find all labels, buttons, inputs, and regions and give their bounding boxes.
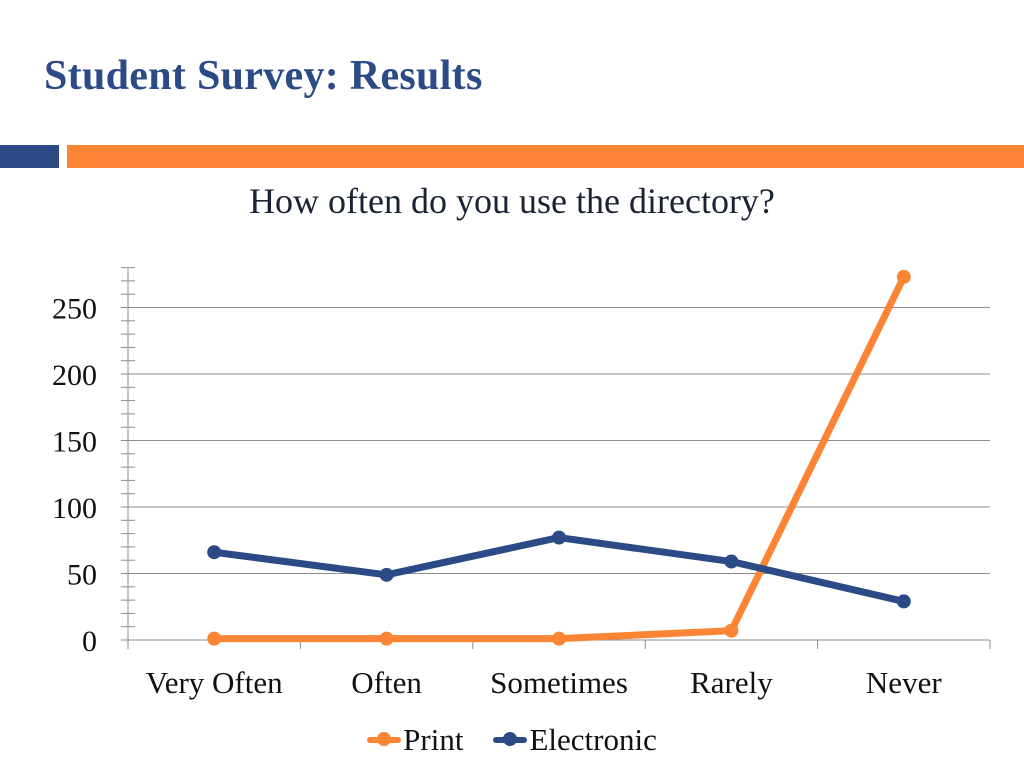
legend-label-print: Print [403, 722, 464, 757]
chart-legend: Print Electronic [0, 722, 1024, 758]
legend-swatch-electronic [493, 732, 528, 746]
legend-item-print: Print [367, 722, 463, 758]
x-tick-label-3: Rarely [690, 665, 773, 700]
y-tick-label-100: 100 [52, 492, 97, 525]
x-tick-label-4: Never [866, 665, 942, 700]
x-tick-label-2: Sometimes [490, 665, 628, 700]
data-point-print-4 [896, 269, 911, 284]
header-accent-bar-blue [0, 145, 59, 168]
data-point-print-0 [207, 631, 222, 646]
data-point-electronic-4 [896, 594, 911, 609]
header-accent-bar-orange [67, 145, 1024, 168]
data-point-electronic-3 [724, 554, 739, 569]
x-tick-label-1: Often [351, 665, 422, 700]
legend-item-electronic: Electronic [493, 722, 657, 758]
y-tick-label-200: 200 [52, 359, 97, 392]
data-point-print-2 [552, 631, 566, 646]
series-line-electronic [210, 534, 908, 605]
series-line-print [210, 273, 908, 643]
data-point-electronic-0 [207, 545, 222, 560]
chart-title: How often do you use the directory? [249, 181, 775, 221]
y-tick-label-250: 250 [52, 293, 97, 326]
slide-title: Student Survey: Results [44, 53, 483, 99]
x-tick-label-0: Very Often [146, 665, 283, 700]
data-point-print-3 [724, 623, 739, 638]
data-point-electronic-2 [552, 530, 566, 545]
y-tick-label-150: 150 [52, 426, 97, 459]
data-point-electronic-1 [379, 567, 394, 582]
y-tick-label-50: 50 [67, 559, 97, 592]
legend-label-electronic: Electronic [529, 722, 657, 757]
data-point-print-1 [379, 631, 394, 646]
y-tick-label-0: 0 [82, 625, 97, 658]
legend-swatch-print [367, 732, 402, 746]
